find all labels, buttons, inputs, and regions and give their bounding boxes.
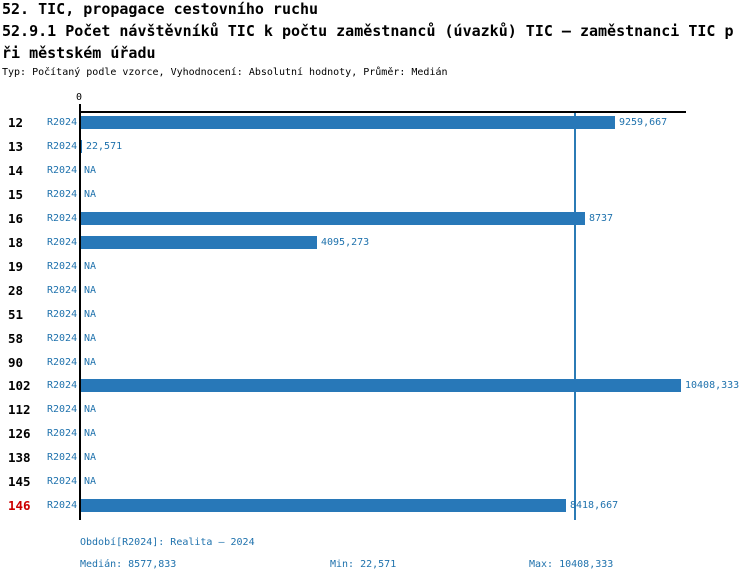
row-id-label: 14 <box>8 163 24 178</box>
row-id-label: 16 <box>8 211 24 226</box>
chart-row: 112 R2024 NA <box>0 403 750 427</box>
row-id-label: 58 <box>8 331 24 346</box>
bar-value-label: 8737 <box>589 213 614 224</box>
row-period-label: R2024 <box>47 333 78 344</box>
chart-row: 15 R2024 NA <box>0 188 750 212</box>
row-id-label: 12 <box>8 115 24 130</box>
na-label: NA <box>84 189 97 200</box>
row-id-label: 19 <box>8 259 24 274</box>
row-id-label: 112 <box>8 402 31 417</box>
row-id-label: 15 <box>8 187 24 202</box>
row-period-label: R2024 <box>47 500 78 511</box>
chart-row: 14 R2024 NA <box>0 164 750 188</box>
bar-value-label: 22,571 <box>86 141 123 152</box>
row-period-label: R2024 <box>47 380 78 391</box>
chart-row: 138 R2024 NA <box>0 451 750 475</box>
chart-row: 58 R2024 NA <box>0 332 750 356</box>
row-period-label: R2024 <box>47 309 78 320</box>
row-id-label: 18 <box>8 235 24 250</box>
row-id-label: 126 <box>8 426 31 441</box>
value-bar <box>81 379 681 392</box>
bar-value-label: 4095,273 <box>321 237 370 248</box>
chart-title-line2: ři městském úřadu <box>2 44 156 62</box>
na-label: NA <box>84 309 97 320</box>
row-id-label: 146 <box>8 498 31 513</box>
chart-row: 13 R2024 22,571 <box>0 140 750 164</box>
chart-title-line1: 52.9.1 Počet návštěvníků TIC k počtu zam… <box>2 22 734 40</box>
chart-row: 51 R2024 NA <box>0 308 750 332</box>
chart-row: 90 R2024 NA <box>0 356 750 380</box>
chart-row: 28 R2024 NA <box>0 284 750 308</box>
value-bar <box>81 140 82 153</box>
na-label: NA <box>84 476 97 487</box>
row-period-label: R2024 <box>47 141 78 152</box>
chart-row: 18 R2024 4095,273 <box>0 236 750 260</box>
row-id-label: 28 <box>8 283 24 298</box>
value-bar <box>81 116 615 129</box>
row-period-label: R2024 <box>47 452 78 463</box>
bar-value-label: 8418,667 <box>570 500 619 511</box>
row-id-label: 145 <box>8 474 31 489</box>
na-label: NA <box>84 428 97 439</box>
chart-row: 19 R2024 NA <box>0 260 750 284</box>
bar-value-label: 9259,667 <box>619 117 668 128</box>
min-stat: Min: 22,571 <box>330 559 397 570</box>
y-axis-line <box>79 104 81 520</box>
row-period-label: R2024 <box>47 165 78 176</box>
row-id-label: 102 <box>8 378 31 393</box>
na-label: NA <box>84 404 97 415</box>
row-id-label: 138 <box>8 450 31 465</box>
row-period-label: R2024 <box>47 189 78 200</box>
page-title: 52. TIC, propagace cestovního ruchu <box>2 0 319 18</box>
row-id-label: 51 <box>8 307 24 322</box>
chart-row: 16 R2024 8737 <box>0 212 750 236</box>
row-period-label: R2024 <box>47 237 78 248</box>
row-id-label: 90 <box>8 355 24 370</box>
period-legend: Období[R2024]: Realita – 2024 <box>80 537 255 548</box>
row-period-label: R2024 <box>47 476 78 487</box>
chart-row: 102 R2024 10408,333 <box>0 379 750 403</box>
median-stat: Medián: 8577,833 <box>80 559 177 570</box>
row-period-label: R2024 <box>47 213 78 224</box>
na-label: NA <box>84 285 97 296</box>
row-period-label: R2024 <box>47 357 78 368</box>
x-axis-line <box>80 111 686 113</box>
bar-value-label: 10408,333 <box>685 380 740 391</box>
chart-row: 126 R2024 NA <box>0 427 750 451</box>
na-label: NA <box>84 452 97 463</box>
na-label: NA <box>84 357 97 368</box>
chart-meta-info: Typ: Počítaný podle vzorce, Vyhodnocení:… <box>2 67 448 78</box>
x-axis-zero-tick-label: 0 <box>76 92 83 103</box>
na-label: NA <box>84 333 97 344</box>
row-period-label: R2024 <box>47 285 78 296</box>
value-bar <box>81 499 566 512</box>
row-period-label: R2024 <box>47 428 78 439</box>
summary-stats: Medián: 8577,833 Min: 22,571 Max: 10408,… <box>0 559 750 573</box>
na-label: NA <box>84 165 97 176</box>
bar-chart-rows: 12 R2024 9259,667 13 R2024 22,571 14 R2024 NA 15 R… <box>0 116 750 526</box>
na-label: NA <box>84 261 97 272</box>
row-id-label: 13 <box>8 139 24 154</box>
row-period-label: R2024 <box>47 404 78 415</box>
median-reference-line <box>574 112 576 520</box>
max-stat: Max: 10408,333 <box>529 559 614 570</box>
chart-row: 145 R2024 NA <box>0 475 750 499</box>
value-bar <box>81 212 585 225</box>
value-bar <box>81 236 317 249</box>
row-period-label: R2024 <box>47 117 78 128</box>
chart-row: 12 R2024 9259,667 <box>0 116 750 140</box>
chart-row: 146 R2024 8418,667 <box>0 499 750 523</box>
row-period-label: R2024 <box>47 261 78 272</box>
